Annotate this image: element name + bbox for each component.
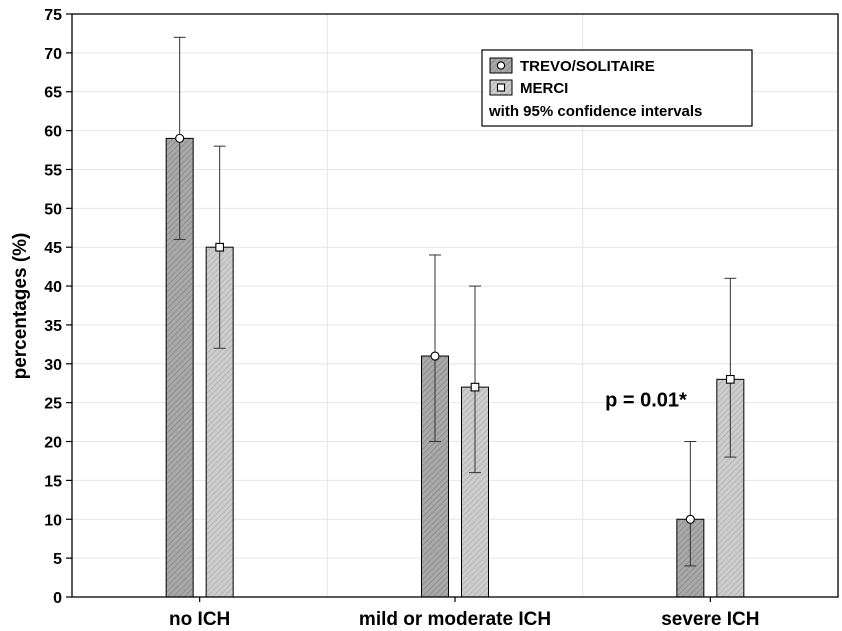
legend-note: with 95% confidence intervals — [488, 103, 702, 120]
point-merci-no-ich — [215, 242, 225, 252]
x-tick-label-severe-ich: severe ICH — [661, 609, 759, 630]
legend-box — [481, 49, 753, 127]
y-tick-label: 35 — [44, 318, 62, 335]
y-tick-label: 45 — [44, 240, 62, 257]
y-tick-label: 60 — [44, 124, 62, 141]
legend: TREVO/SOLITAIRE MERCI with 95% confidenc… — [481, 49, 753, 127]
legend-label-trevo-solitaire: TREVO/SOLITAIRE — [520, 58, 655, 75]
y-tick-label: 20 — [44, 435, 62, 452]
y-tick-label: 30 — [44, 357, 62, 374]
point-merci-severe-ich — [725, 374, 735, 384]
legend-label-merci: MERCI — [520, 80, 568, 97]
y-tick-label: 75 — [44, 7, 62, 24]
legend-marker-circle-icon — [496, 61, 506, 70]
point-merci-mild-or-moderate-ich — [470, 382, 480, 392]
point-trevo-solitaire-severe-ich — [685, 514, 695, 524]
y-tick-label: 55 — [44, 162, 62, 179]
y-tick-label: 10 — [44, 512, 62, 529]
x-tick-label-no-ich: no ICH — [169, 609, 230, 630]
y-tick-label: 50 — [44, 201, 62, 218]
point-trevo-solitaire-no-ich — [175, 133, 185, 143]
p-value-annotation: p = 0.01* — [605, 390, 687, 412]
legend-marker-square-icon — [496, 83, 506, 92]
y-tick-label: 25 — [44, 396, 62, 413]
point-trevo-solitaire-mild-or-moderate-ich — [430, 351, 440, 361]
y-tick-label: 70 — [44, 46, 62, 63]
x-tick-label-mild-or-moderate-ich: mild or moderate ICH — [359, 609, 551, 630]
y-axis-title: percentages (%) — [10, 233, 31, 380]
y-tick-label: 5 — [53, 551, 62, 568]
y-tick-label: 40 — [44, 279, 62, 296]
y-tick-label: 65 — [44, 85, 62, 102]
y-tick-label: 0 — [53, 590, 62, 607]
y-tick-label: 15 — [44, 473, 62, 490]
